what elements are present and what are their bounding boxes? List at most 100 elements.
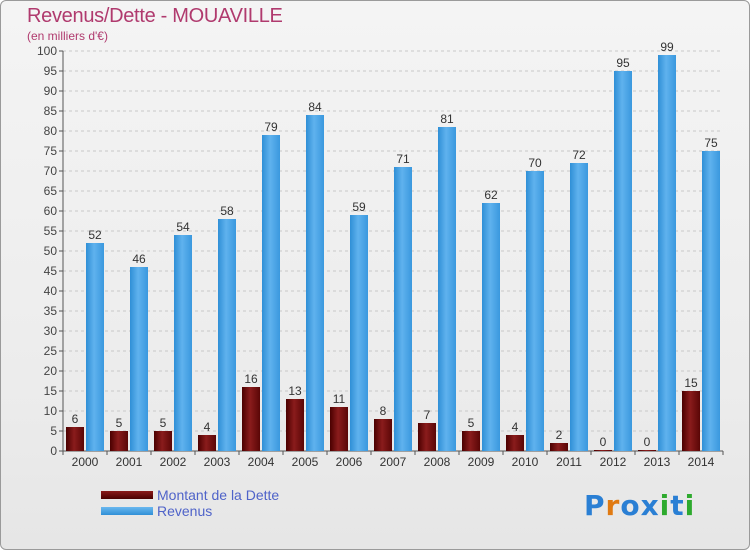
data-label-debt: 13 [288, 384, 302, 398]
y-tick-label: 20 [44, 364, 58, 378]
x-tick-label: 2012 [600, 455, 627, 469]
bar-revenus [570, 163, 588, 451]
data-label-revenus: 46 [132, 252, 146, 266]
y-tick-label: 60 [44, 204, 58, 218]
bar-revenus [130, 267, 148, 451]
y-tick-label: 10 [44, 404, 58, 418]
data-label-debt: 5 [116, 416, 123, 430]
data-label-debt: 15 [684, 376, 698, 390]
chart-subtitle: (en milliers d'€) [27, 29, 108, 43]
chart-title: Revenus/Dette - MOUAVILLE [27, 5, 283, 27]
data-label-revenus: 71 [396, 152, 410, 166]
bar-revenus [262, 135, 280, 451]
logo-letter: x [640, 489, 660, 522]
data-label-debt: 5 [468, 416, 475, 430]
bar-debt [286, 399, 304, 451]
y-tick-label: 30 [44, 324, 58, 338]
y-tick-label: 65 [44, 184, 58, 198]
y-tick-label: 100 [37, 44, 57, 58]
y-tick-label: 0 [50, 444, 57, 458]
legend-label-revenus: Revenus [157, 503, 213, 519]
data-label-debt: 2 [556, 428, 563, 442]
data-label-debt: 7 [424, 408, 431, 422]
x-tick-label: 2007 [380, 455, 407, 469]
bar-revenus [702, 151, 720, 451]
data-label-revenus: 95 [616, 56, 630, 70]
logo-letter: i [659, 489, 671, 522]
data-label-revenus: 99 [660, 40, 674, 54]
y-tick-label: 75 [44, 144, 58, 158]
x-tick-label: 2004 [248, 455, 275, 469]
logo-letter: P [584, 489, 606, 522]
x-tick-label: 2014 [688, 455, 715, 469]
bar-debt [242, 387, 260, 451]
y-tick-label: 25 [44, 344, 58, 358]
data-label-debt: 4 [512, 420, 519, 434]
y-tick-label: 5 [50, 424, 57, 438]
y-tick-label: 35 [44, 304, 58, 318]
data-label-debt: 0 [600, 435, 607, 449]
bar-debt [638, 450, 656, 451]
logo-letter: t [670, 489, 685, 522]
bar-debt [110, 431, 128, 451]
data-label-revenus: 59 [352, 200, 366, 214]
data-label-debt: 4 [204, 420, 211, 434]
bar-debt [374, 419, 392, 451]
y-tick-label: 95 [44, 64, 58, 78]
bar-revenus [658, 55, 676, 451]
bar-debt [462, 431, 480, 451]
y-tick-label: 50 [44, 244, 58, 258]
data-label-revenus: 58 [220, 204, 234, 218]
logo-letter: i [684, 489, 696, 522]
y-tick-label: 45 [44, 264, 58, 278]
bar-revenus [86, 243, 104, 451]
bar-debt [682, 391, 700, 451]
y-tick-label: 55 [44, 224, 58, 238]
bar-debt [594, 450, 612, 451]
y-tick-label: 85 [44, 104, 58, 118]
data-label-debt: 11 [333, 392, 346, 406]
y-tick-label: 80 [44, 124, 58, 138]
bar-debt [418, 423, 436, 451]
legend-swatch-revenus [101, 507, 153, 515]
data-label-revenus: 81 [440, 112, 454, 126]
legend-label-debt: Montant de la Dette [157, 487, 280, 503]
data-label-revenus: 52 [88, 228, 102, 242]
x-tick-label: 2005 [292, 455, 319, 469]
bar-revenus [218, 219, 236, 451]
bar-revenus [174, 235, 192, 451]
data-label-revenus: 70 [528, 156, 542, 170]
bar-revenus [614, 71, 632, 451]
y-tick-label: 70 [44, 164, 58, 178]
logo-letter: r [605, 489, 621, 522]
data-label-revenus: 84 [308, 100, 322, 114]
bar-revenus [438, 127, 456, 451]
data-label-revenus: 72 [572, 148, 586, 162]
proxiti-logo: Proxiti [584, 489, 695, 522]
data-label-debt: 8 [380, 404, 387, 418]
bar-debt [550, 443, 568, 451]
legend-swatch-debt [101, 491, 153, 499]
x-tick-label: 2000 [72, 455, 99, 469]
bar-debt [66, 427, 84, 451]
data-label-debt: 5 [160, 416, 167, 430]
x-tick-label: 2008 [424, 455, 451, 469]
data-label-debt: 16 [244, 372, 258, 386]
bar-revenus [526, 171, 544, 451]
x-tick-label: 2011 [556, 455, 582, 469]
data-label-revenus: 79 [264, 120, 278, 134]
bar-debt [154, 431, 172, 451]
bar-revenus [482, 203, 500, 451]
logo-letter: o [620, 489, 641, 522]
data-label-revenus: 75 [704, 136, 718, 150]
y-tick-label: 15 [44, 384, 58, 398]
bar-revenus [394, 167, 412, 451]
data-label-debt: 6 [72, 412, 79, 426]
x-tick-label: 2009 [468, 455, 495, 469]
data-label-revenus: 54 [176, 220, 190, 234]
bar-revenus [306, 115, 324, 451]
x-tick-label: 2001 [116, 455, 143, 469]
x-tick-label: 2003 [204, 455, 231, 469]
x-tick-label: 2013 [644, 455, 671, 469]
